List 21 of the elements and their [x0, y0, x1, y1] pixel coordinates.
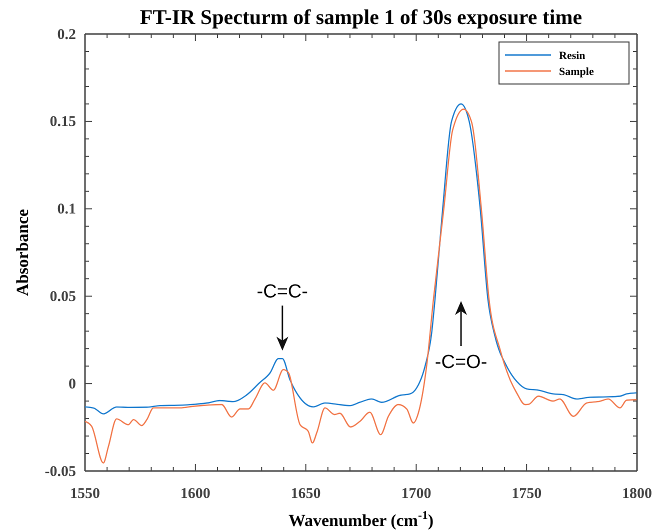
- line-series: [84, 103, 638, 414]
- y-tick-label: -0.05: [44, 464, 76, 480]
- y-tick-label: 0.15: [50, 114, 76, 130]
- y-axis-title: Absorbance: [13, 208, 32, 296]
- y-tick-label: 0.2: [57, 26, 76, 43]
- x-axis-title: Wavenumber (cm$^{-1}$): [288, 508, 434, 530]
- annotation: -C=C-: [256, 282, 308, 303]
- legend-label: Sample: [559, 66, 594, 78]
- x-tick-label: 1750: [512, 486, 542, 502]
- annotation: -C=O-: [434, 352, 488, 373]
- x-tick-label: 1800: [622, 486, 652, 502]
- y-tick-label: 0: [68, 376, 76, 392]
- chart-title: FT-IR Specturm of sample 1 of 30s exposure time: [140, 5, 582, 29]
- legend-label: Resin: [559, 50, 586, 62]
- x-tick-label: 1550: [70, 486, 100, 502]
- x-tick-label: 1650: [290, 486, 321, 502]
- x-tick-label: 1600: [180, 486, 210, 502]
- y-tick-label: 0.1: [57, 202, 76, 218]
- x-tick-label: 1700: [401, 486, 432, 502]
- line-series: [84, 108, 638, 464]
- y-tick-label: 0.05: [50, 289, 76, 305]
